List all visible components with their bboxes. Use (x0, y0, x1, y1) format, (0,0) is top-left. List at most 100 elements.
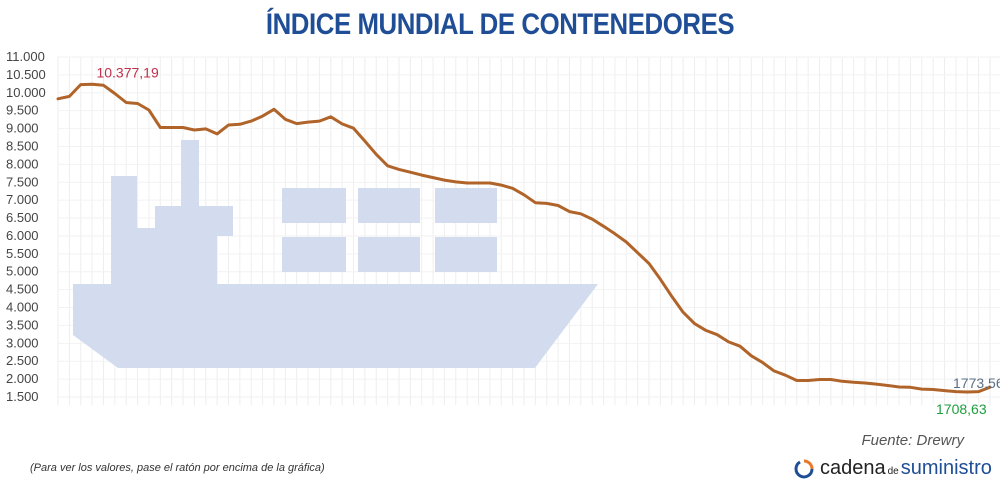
data-point[interactable] (440, 176, 448, 184)
data-point[interactable] (88, 80, 96, 88)
data-point[interactable] (531, 199, 539, 207)
data-point[interactable] (770, 367, 778, 375)
data-point[interactable] (54, 95, 62, 103)
data-point[interactable] (838, 377, 846, 385)
data-point[interactable] (236, 120, 244, 128)
data-point[interactable] (577, 210, 585, 218)
data-point[interactable] (281, 115, 289, 123)
data-point[interactable] (941, 387, 949, 395)
data-point[interactable] (406, 168, 414, 176)
y-tick-label: 8.000 (6, 156, 39, 171)
data-point[interactable] (213, 130, 221, 138)
data-point[interactable] (634, 249, 642, 257)
data-point[interactable] (315, 117, 323, 125)
data-point[interactable] (259, 112, 267, 120)
chart-title: ÍNDICE MUNDIAL DE CONTENEDORES (265, 8, 735, 41)
data-point[interactable] (543, 199, 551, 207)
data-point[interactable] (463, 179, 471, 187)
data-point[interactable] (304, 118, 312, 126)
data-point[interactable] (111, 90, 119, 98)
brand-text-suministro: suministro (900, 457, 992, 479)
data-point[interactable] (270, 105, 278, 113)
data-point[interactable] (327, 113, 335, 121)
series-line[interactable] (56, 82, 992, 394)
data-point[interactable] (668, 292, 676, 300)
data-point[interactable] (350, 124, 358, 132)
data-point[interactable] (804, 377, 812, 385)
data-point[interactable] (145, 106, 153, 114)
data-point[interactable] (725, 338, 733, 346)
data-point[interactable] (179, 124, 187, 132)
data-point[interactable] (429, 174, 437, 182)
brand-text-de: de (887, 466, 899, 477)
data-point[interactable] (486, 179, 494, 187)
data-point[interactable] (361, 137, 369, 145)
hover-note: (Para ver los valores, pase el ratón por… (30, 462, 325, 474)
data-point[interactable] (622, 238, 630, 246)
data-point[interactable] (872, 380, 880, 388)
data-point[interactable] (475, 179, 483, 187)
data-point[interactable] (224, 121, 232, 129)
data-point[interactable] (736, 342, 744, 350)
data-point[interactable] (827, 375, 835, 383)
data-point[interactable] (713, 331, 721, 339)
data-point[interactable] (884, 382, 892, 390)
data-point[interactable] (452, 178, 460, 186)
series-line-group[interactable] (54, 80, 994, 396)
data-point[interactable] (247, 117, 255, 125)
y-tick-label: 10.500 (6, 67, 46, 82)
y-tick-label: 5.000 (6, 264, 39, 279)
source-label: Fuente: Drewry (861, 432, 964, 449)
data-point[interactable] (600, 222, 608, 230)
data-point[interactable] (611, 230, 619, 238)
data-point[interactable] (690, 320, 698, 328)
data-point[interactable] (895, 383, 903, 391)
data-point[interactable] (156, 124, 164, 132)
data-point[interactable] (202, 125, 210, 133)
data-point[interactable] (134, 100, 142, 108)
data-point[interactable] (793, 377, 801, 385)
y-tick-label: 8.500 (6, 138, 39, 153)
data-point[interactable] (190, 126, 198, 134)
data-point[interactable] (781, 371, 789, 379)
data-point[interactable] (861, 379, 869, 387)
brand-text-cadena: cadena (820, 457, 886, 479)
data-point[interactable] (929, 385, 937, 393)
y-tick-label: 9.000 (6, 121, 39, 136)
annotation-labels: 10.377,19 1773,56 1708,63 (96, 64, 1000, 417)
data-point[interactable] (77, 81, 85, 89)
data-point[interactable] (702, 326, 710, 334)
y-tick-label: 7.500 (6, 174, 39, 189)
data-point[interactable] (554, 202, 562, 210)
data-point[interactable] (520, 191, 528, 199)
data-point[interactable] (338, 120, 346, 128)
data-point[interactable] (645, 260, 653, 268)
y-tick-label: 3.000 (6, 335, 39, 350)
data-point[interactable] (747, 352, 755, 360)
data-point[interactable] (372, 150, 380, 158)
data-point[interactable] (679, 308, 687, 316)
data-point[interactable] (918, 385, 926, 393)
data-point[interactable] (906, 383, 914, 391)
data-point[interactable] (816, 375, 824, 383)
data-point[interactable] (850, 378, 858, 386)
data-point[interactable] (168, 124, 176, 132)
y-tick-label: 4.000 (6, 300, 39, 315)
data-point[interactable] (418, 171, 426, 179)
data-point[interactable] (588, 215, 596, 223)
data-point[interactable] (395, 165, 403, 173)
data-point[interactable] (565, 208, 573, 216)
y-axis: 11.000 10.500 10.000 9.500 9.000 8.500 8.000 7.… (6, 49, 46, 404)
data-point[interactable] (497, 181, 505, 189)
data-point[interactable] (99, 81, 107, 89)
data-point[interactable] (293, 120, 301, 128)
data-point[interactable] (384, 162, 392, 170)
data-point[interactable] (509, 184, 517, 192)
data-point[interactable] (656, 275, 664, 283)
y-tick-label: 6.500 (6, 210, 39, 225)
data-point[interactable] (122, 98, 130, 106)
data-point[interactable] (759, 359, 767, 367)
data-point[interactable] (65, 92, 73, 100)
y-tick-label: 11.000 (6, 49, 45, 64)
